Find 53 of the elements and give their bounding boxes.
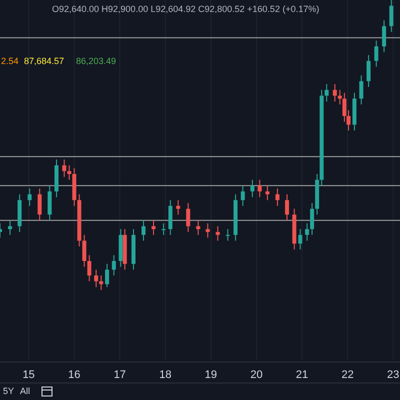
- candlestick: [382, 20, 386, 53]
- annotation: 86,203.49: [76, 56, 116, 66]
- candlestick: [196, 220, 200, 236]
- candlestick: [305, 222, 310, 242]
- annotation: 87,684.57: [24, 56, 64, 66]
- candlestick: [298, 228, 302, 250]
- candlestick: [265, 185, 270, 201]
- candlestick: [250, 179, 254, 198]
- candlestick: [332, 84, 337, 102]
- x-tick-label: 19: [204, 369, 218, 381]
- candlestick: [285, 194, 290, 221]
- candlestick: [240, 185, 245, 206]
- candlestick: [87, 254, 92, 282]
- text: All: [20, 386, 30, 396]
- candlestick: [8, 220, 12, 236]
- candlestick: [226, 228, 230, 242]
- x-tick-label: 17: [114, 369, 126, 381]
- candlestick: [374, 40, 378, 68]
- candlestick: [82, 234, 86, 268]
- candlestick: [28, 188, 32, 206]
- candlestick: [67, 164, 72, 180]
- x-tick-label: 16: [68, 369, 80, 381]
- annotation: 2.54: [1, 56, 19, 66]
- candlestick: [62, 159, 66, 178]
- candlestick: [275, 188, 280, 206]
- candlestick: [186, 202, 190, 232]
- candlestick: [389, 0, 394, 32]
- candlestick: [152, 220, 156, 236]
- candlestick: [105, 263, 110, 288]
- candlestick: [310, 202, 314, 236]
- x-tick-label: 20: [250, 369, 263, 381]
- candlestick: [94, 269, 98, 288]
- candlestick: [112, 254, 116, 276]
- candlestick: [206, 222, 210, 238]
- candlestick: [324, 84, 329, 102]
- candlestick: [359, 74, 364, 105]
- text: 5Y: [3, 386, 14, 396]
- x-tick-label: 21: [296, 369, 308, 381]
- candlestick: [366, 54, 371, 88]
- x-tick-label: 18: [159, 369, 172, 381]
- x-tick-label: 22: [341, 369, 354, 381]
- x-tick-label: 15: [22, 369, 35, 381]
- candlestick: [176, 200, 180, 216]
- candlestick: [142, 220, 146, 242]
- candlestick: [168, 200, 172, 236]
- candlestick: [216, 226, 220, 242]
- candlestick: [338, 89, 342, 105]
- candlestick: [48, 185, 52, 221]
- annotation: O92,640.00 H92,900.00 L92,604.92 C92,800.52 +160.52 (+0.17%): [52, 4, 320, 14]
- candlestick: [38, 188, 42, 221]
- candlestick: [258, 179, 262, 198]
- x-tick-label: 23: [387, 369, 400, 381]
- candlestick: [162, 222, 166, 236]
